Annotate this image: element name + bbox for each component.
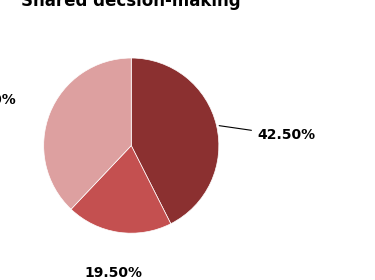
Wedge shape bbox=[44, 58, 131, 209]
Text: 19.50%: 19.50% bbox=[85, 266, 143, 280]
Text: 42.50%: 42.50% bbox=[219, 126, 315, 142]
Wedge shape bbox=[71, 146, 171, 233]
Title: Shared decsion-making: Shared decsion-making bbox=[21, 0, 241, 10]
Text: 37.90%: 37.90% bbox=[0, 93, 16, 107]
Wedge shape bbox=[131, 58, 219, 224]
